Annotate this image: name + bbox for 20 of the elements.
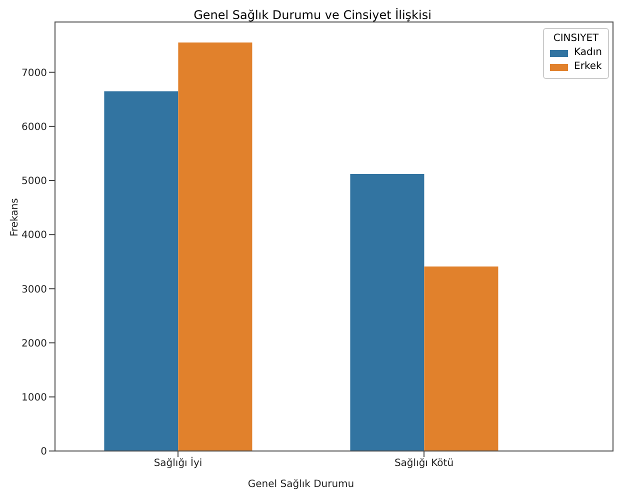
chart-title: Genel Sağlık Durumu ve Cinsiyet İlişkisi — [192, 8, 432, 22]
legend-title: CINSIYET — [552, 33, 600, 44]
bar — [350, 174, 424, 451]
y-axis-title: Frekans — [10, 198, 21, 236]
legend-label: Erkek — [574, 60, 602, 74]
x-tick-label: Sağlığı İyi — [154, 456, 202, 470]
y-tick-label: 4000 — [22, 230, 47, 242]
y-tick-label: 5000 — [22, 176, 47, 188]
y-tick-label: 6000 — [22, 122, 47, 133]
y-tick-label: 7000 — [22, 68, 47, 79]
y-tick-label: 2000 — [22, 338, 47, 350]
bar — [178, 42, 252, 451]
x-axis-title: Genel Sağlık Durumu — [248, 479, 354, 490]
y-tick-label: 3000 — [22, 284, 47, 296]
y-tick-label: 0 — [40, 446, 47, 458]
legend-label: Kadın — [574, 46, 602, 60]
bar — [104, 91, 178, 451]
y-tick-label: 1000 — [22, 392, 47, 404]
bar — [424, 266, 498, 451]
x-tick-label: Sağlığı Kötü — [394, 458, 454, 470]
